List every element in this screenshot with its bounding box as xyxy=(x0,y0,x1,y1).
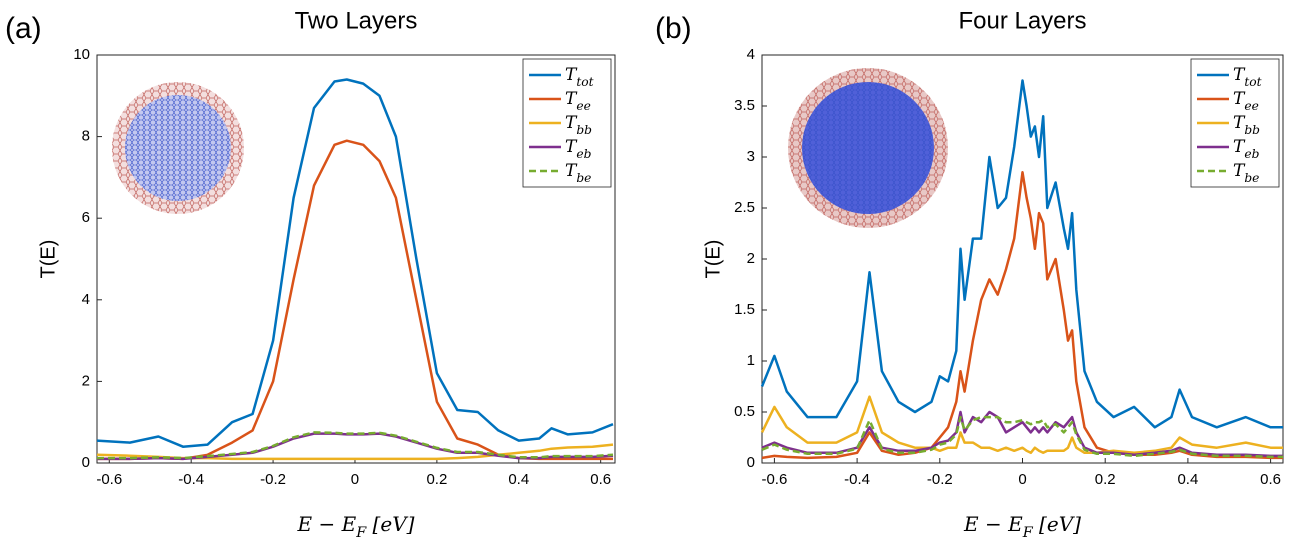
y-tick-label: 6 xyxy=(82,209,90,226)
legend-label: Teb xyxy=(565,137,592,161)
y-tick-label: 0 xyxy=(82,454,90,471)
x-tick-label: 0.4 xyxy=(508,471,529,488)
legend-label: Tbb xyxy=(1233,113,1260,137)
y-tick-label: 2 xyxy=(747,250,755,267)
x-tick-label: -0.6 xyxy=(761,471,787,488)
panel-label: (b) xyxy=(655,12,692,45)
y-tick-label: 0 xyxy=(747,454,755,471)
x-tick-label: 0.4 xyxy=(1177,471,1198,488)
series-line xyxy=(97,431,614,460)
y-tick-label: 4 xyxy=(747,46,755,63)
x-tick-label: 0.2 xyxy=(426,471,447,488)
y-axis-label: T(E) xyxy=(702,240,724,279)
x-axis-label: E − EF [eV] xyxy=(297,512,415,542)
legend-label: Tbb xyxy=(565,113,592,137)
x-tick-label: -0.2 xyxy=(927,471,953,488)
series-line xyxy=(761,410,1283,458)
series-line xyxy=(760,395,1283,455)
legend-label: Tbe xyxy=(565,161,591,185)
x-tick-label: -0.2 xyxy=(260,471,286,488)
legend-label: Ttot xyxy=(565,65,594,89)
panel-label: (a) xyxy=(5,12,42,45)
chart-title: Two Layers xyxy=(295,7,418,34)
y-tick-label: 3.5 xyxy=(734,97,755,114)
chart-title: Four Layers xyxy=(958,7,1086,34)
x-tick-label: -0.4 xyxy=(178,471,204,488)
y-tick-label: 2 xyxy=(82,372,90,389)
legend-label: Tee xyxy=(1233,89,1259,113)
series-line xyxy=(760,79,1283,429)
y-tick-label: 8 xyxy=(82,128,90,145)
series-line xyxy=(96,443,614,461)
y-axis-label: T(E) xyxy=(37,240,59,279)
legend-label: Ttot xyxy=(1233,65,1262,89)
series-line xyxy=(96,78,614,448)
x-tick-label: 0.2 xyxy=(1095,471,1116,488)
legend-label: Tbe xyxy=(1233,161,1259,185)
x-tick-label: 0.6 xyxy=(590,471,611,488)
y-tick-label: 0.5 xyxy=(734,403,755,420)
y-tick-label: 10 xyxy=(73,46,90,63)
x-tick-label: -0.4 xyxy=(844,471,870,488)
series-line xyxy=(761,415,1283,459)
x-axis-label: E − EF [eV] xyxy=(963,512,1081,542)
y-tick-label: 3 xyxy=(747,148,755,165)
x-tick-label: -0.6 xyxy=(96,471,122,488)
legend-label: Teb xyxy=(1233,137,1260,161)
y-tick-label: 1 xyxy=(747,352,755,369)
y-tick-label: 2.5 xyxy=(734,199,755,216)
x-tick-label: 0.6 xyxy=(1260,471,1281,488)
inset-a xyxy=(112,82,244,214)
legend-label: Tee xyxy=(565,89,591,113)
y-tick-label: 1.5 xyxy=(734,301,755,318)
y-tick-label: 4 xyxy=(82,291,90,308)
x-tick-label: 0 xyxy=(1018,471,1026,488)
inset-b xyxy=(788,68,948,228)
x-tick-label: 0 xyxy=(351,471,359,488)
